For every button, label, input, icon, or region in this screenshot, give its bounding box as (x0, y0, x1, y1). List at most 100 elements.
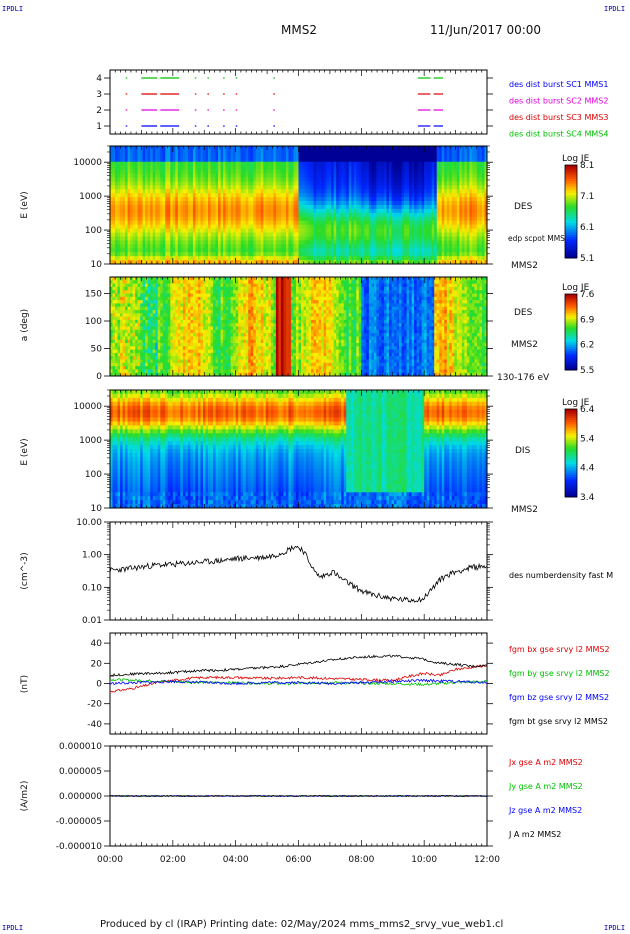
des-energy-cell (456, 256, 460, 261)
des-energy-cell (127, 181, 131, 186)
des-energy-cell (137, 260, 141, 265)
des-energy-cell (230, 165, 234, 170)
des-energy-cell (213, 224, 216, 229)
des-energy-cell (401, 153, 405, 159)
des-energy-cell (162, 161, 166, 167)
des-energy-cell (426, 252, 430, 257)
des-energy-cell (321, 232, 325, 237)
des-energy-cell (431, 197, 435, 202)
des-energy-cell (278, 165, 282, 170)
des-energy-cell (336, 201, 340, 206)
des-energy-cell (338, 244, 342, 249)
des-energy-cell (120, 146, 123, 151)
des-energy-colorbar-cell (565, 181, 577, 185)
des-energy-cell (431, 252, 435, 257)
des-energy-cell (278, 244, 282, 249)
des-energy-cell (275, 185, 279, 190)
des-energy-cell (451, 248, 455, 253)
des-energy-cell (273, 153, 277, 159)
des-energy-cell (255, 256, 259, 261)
des-energy-cell (454, 165, 458, 170)
des-energy-cell (333, 252, 337, 257)
des-energy-cell (476, 205, 480, 210)
des-energy-cell (140, 193, 144, 198)
des-energy-cell (258, 208, 262, 214)
des-energy-cell (175, 169, 179, 174)
des-energy-cell (167, 185, 171, 190)
des-energy-cell (306, 201, 309, 206)
des-energy-cell (160, 165, 164, 170)
des-energy-cell (476, 165, 480, 170)
des-energy-cell (187, 232, 191, 237)
des-energy-cell (110, 157, 113, 163)
des-energy-cell (187, 153, 191, 159)
des-energy-cell (464, 201, 468, 206)
des-energy-cell (200, 236, 204, 241)
des-energy-cell (110, 248, 113, 253)
des-energy-cell (303, 228, 307, 233)
des-energy-cell (439, 216, 443, 222)
des-energy-cell (363, 169, 367, 174)
des-energy-cell (295, 240, 299, 245)
des-energy-cell (414, 185, 418, 190)
des-energy-cell (160, 177, 164, 182)
des-energy-cell (120, 205, 123, 210)
des-energy-cell (197, 224, 201, 229)
des-energy-cell (208, 212, 211, 218)
des-energy-cell (321, 212, 325, 218)
des-energy-cell (250, 244, 254, 249)
des-energy-cell (469, 228, 473, 233)
des-energy-cell (115, 181, 118, 186)
des-energy-cell (142, 248, 146, 253)
des-energy-cell (346, 260, 350, 265)
des-energy-cell (205, 236, 209, 241)
des-energy-cell (290, 256, 294, 261)
des-energy-cell (132, 228, 136, 233)
des-energy-cell (414, 228, 418, 233)
des-energy-cell (157, 208, 161, 214)
des-energy-cell (356, 201, 360, 206)
des-energy-cell (454, 232, 458, 237)
des-energy-cell (404, 193, 407, 198)
des-energy-cell (454, 248, 458, 253)
des-energy-cell (285, 252, 289, 257)
des-energy-cell (205, 153, 209, 159)
des-energy-cell (125, 185, 128, 190)
des-energy-cell (371, 146, 375, 151)
des-energy-cell (145, 224, 149, 229)
des-energy-colorbar-cell (565, 165, 577, 168)
des-energy-cell (346, 252, 350, 257)
des-energy-cell (137, 177, 141, 182)
des-energy-cell (341, 197, 345, 202)
des-energy-cell (195, 193, 199, 198)
des-energy-cell (210, 224, 214, 229)
des-energy-cell (336, 177, 340, 182)
des-energy-cell (110, 228, 113, 233)
des-energy-cell (215, 208, 219, 214)
des-energy-cell (333, 208, 337, 214)
des-energy-cell (132, 181, 136, 186)
des-energy-cell (295, 201, 299, 206)
des-energy-cell (439, 205, 443, 210)
des-energy-cell (331, 146, 335, 151)
des-energy-cell (273, 173, 277, 178)
des-energy-cell (399, 169, 402, 174)
des-energy-cell (192, 169, 196, 174)
des-energy-cell (155, 193, 159, 198)
des-energy-cell (316, 252, 319, 257)
des-energy-cell (187, 256, 191, 261)
des-energy-cell (295, 157, 299, 163)
des-energy-cell (353, 146, 357, 151)
des-energy-cell (373, 185, 377, 190)
des-energy-cell (120, 248, 123, 253)
des-energy-cell (205, 193, 209, 198)
des-energy-cell (421, 205, 425, 210)
des-energy-cell (285, 165, 289, 170)
des-energy-cell (476, 236, 480, 241)
des-energy-cell (426, 256, 430, 261)
des-energy-cell (120, 157, 123, 163)
des-energy-cell (265, 224, 269, 229)
des-energy-cell (162, 149, 166, 155)
des-energy-cell (175, 205, 179, 210)
des-energy-cell (238, 201, 242, 206)
